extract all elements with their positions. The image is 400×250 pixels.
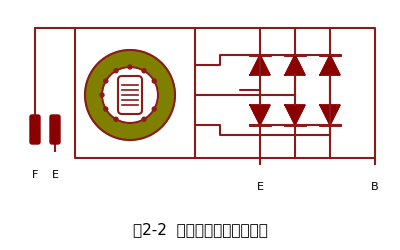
Circle shape [256,166,264,174]
Polygon shape [320,55,340,75]
Circle shape [102,67,158,123]
Circle shape [31,153,39,161]
Circle shape [114,117,118,121]
Text: B: B [371,182,379,192]
Circle shape [371,166,379,174]
Circle shape [104,79,108,83]
Circle shape [152,79,156,83]
Circle shape [100,93,104,97]
Text: 图2-2  交流发电机工作原理图: 图2-2 交流发电机工作原理图 [132,222,268,238]
Circle shape [114,69,118,73]
Polygon shape [250,55,270,75]
Circle shape [51,153,59,161]
Circle shape [152,107,156,111]
Circle shape [85,50,175,140]
Circle shape [142,69,146,73]
FancyBboxPatch shape [50,115,60,144]
Polygon shape [285,55,305,75]
Text: E: E [52,170,58,180]
Circle shape [128,65,132,69]
Circle shape [142,117,146,121]
FancyBboxPatch shape [118,76,142,114]
Text: F: F [32,170,38,180]
Polygon shape [250,105,270,125]
Text: E: E [256,182,264,192]
Circle shape [104,107,108,111]
Polygon shape [285,105,305,125]
Polygon shape [320,105,340,125]
FancyBboxPatch shape [30,115,40,144]
